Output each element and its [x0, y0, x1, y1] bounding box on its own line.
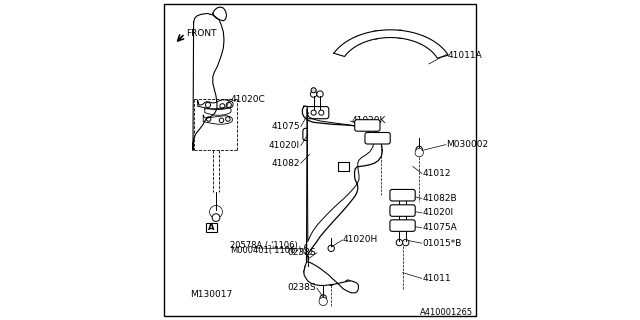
Text: 20578A (-'1106): 20578A (-'1106): [230, 241, 298, 250]
Text: 01015*B: 01015*B: [422, 239, 462, 248]
Circle shape: [404, 208, 410, 213]
Text: A410001265: A410001265: [420, 308, 473, 317]
Circle shape: [345, 280, 351, 286]
Circle shape: [205, 102, 211, 108]
FancyBboxPatch shape: [306, 107, 329, 119]
Polygon shape: [334, 30, 448, 58]
Circle shape: [372, 31, 380, 39]
Circle shape: [395, 208, 401, 213]
Circle shape: [212, 214, 220, 221]
Text: FRONT: FRONT: [186, 29, 217, 38]
Circle shape: [227, 102, 232, 108]
FancyBboxPatch shape: [339, 162, 349, 171]
Text: 41011A: 41011A: [448, 51, 483, 60]
Circle shape: [328, 279, 335, 285]
Text: 41075: 41075: [271, 122, 300, 131]
Circle shape: [319, 297, 328, 306]
Circle shape: [308, 132, 313, 137]
Circle shape: [395, 192, 401, 198]
Circle shape: [340, 45, 348, 53]
Text: A: A: [208, 223, 215, 232]
Circle shape: [354, 36, 362, 44]
Circle shape: [370, 135, 376, 141]
Circle shape: [319, 110, 324, 115]
Circle shape: [419, 36, 427, 44]
Circle shape: [403, 224, 409, 231]
Text: 0238S: 0238S: [287, 248, 316, 257]
Circle shape: [310, 91, 317, 97]
Circle shape: [220, 104, 225, 109]
Circle shape: [403, 210, 409, 216]
Text: 41020I: 41020I: [269, 141, 300, 150]
Text: 41011: 41011: [422, 274, 451, 283]
Circle shape: [206, 117, 211, 121]
Circle shape: [395, 223, 401, 228]
Circle shape: [396, 30, 404, 38]
FancyBboxPatch shape: [303, 128, 326, 140]
Circle shape: [434, 47, 442, 55]
Polygon shape: [304, 262, 358, 293]
Text: 41020C: 41020C: [230, 95, 265, 104]
Circle shape: [305, 264, 311, 271]
Circle shape: [404, 223, 410, 228]
Text: 41020I: 41020I: [422, 208, 454, 217]
Circle shape: [305, 244, 311, 250]
Text: 41082: 41082: [271, 159, 300, 168]
Circle shape: [404, 192, 410, 198]
Circle shape: [310, 151, 316, 157]
Circle shape: [380, 135, 385, 141]
Text: M130017: M130017: [190, 290, 232, 299]
Circle shape: [416, 146, 422, 153]
Text: A: A: [340, 162, 347, 171]
Circle shape: [396, 210, 403, 216]
Circle shape: [328, 245, 335, 252]
FancyBboxPatch shape: [390, 220, 415, 231]
Circle shape: [311, 267, 317, 274]
Circle shape: [317, 91, 323, 97]
Circle shape: [311, 88, 316, 93]
Text: 41020K: 41020K: [351, 116, 386, 125]
Text: 41075A: 41075A: [422, 223, 457, 232]
FancyBboxPatch shape: [365, 132, 390, 144]
Circle shape: [311, 110, 316, 115]
Text: 41012: 41012: [422, 169, 451, 178]
Text: M030002: M030002: [447, 140, 488, 149]
FancyBboxPatch shape: [355, 120, 380, 131]
Polygon shape: [302, 106, 383, 261]
Text: 41020H: 41020H: [343, 236, 378, 244]
Text: 0238S: 0238S: [287, 284, 316, 292]
Circle shape: [403, 239, 409, 246]
FancyBboxPatch shape: [390, 205, 415, 216]
Circle shape: [316, 132, 321, 137]
Circle shape: [310, 167, 316, 173]
Circle shape: [415, 148, 424, 157]
Circle shape: [304, 267, 312, 276]
Circle shape: [226, 117, 230, 121]
Circle shape: [396, 239, 403, 246]
FancyBboxPatch shape: [390, 189, 415, 201]
Circle shape: [210, 205, 223, 218]
Circle shape: [219, 118, 224, 123]
Circle shape: [211, 207, 220, 216]
Circle shape: [360, 123, 365, 128]
Circle shape: [396, 224, 403, 231]
Text: 41082B: 41082B: [422, 194, 457, 203]
FancyBboxPatch shape: [206, 223, 217, 232]
Circle shape: [304, 247, 312, 255]
Circle shape: [369, 123, 375, 128]
Text: M000401('1106-): M000401('1106-): [230, 246, 302, 255]
Circle shape: [320, 295, 326, 301]
